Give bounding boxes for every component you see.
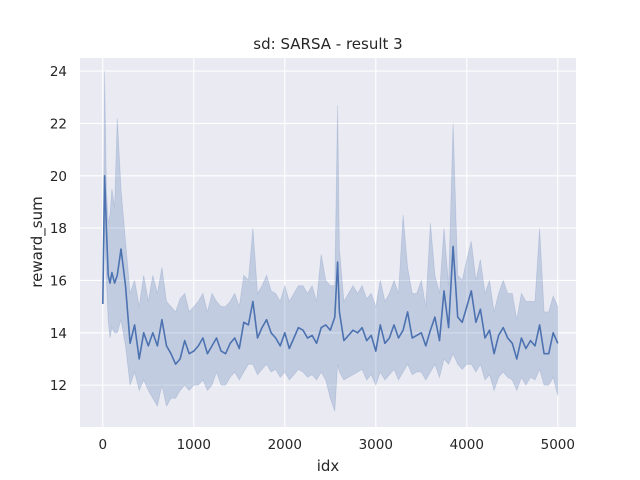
x-tick-label: 1000 <box>177 437 211 453</box>
series-band <box>102 71 559 412</box>
y-tick-label: 20 <box>50 169 67 185</box>
y-tick-label: 24 <box>50 64 67 80</box>
x-tick-labels: 0 1000 2000 3000 4000 5000 <box>98 437 575 453</box>
y-tick-label: 18 <box>50 221 67 237</box>
x-tick-label: 2000 <box>268 437 302 453</box>
chart-title: sd: SARSA - result 3 <box>253 35 402 53</box>
y-tick-label: 14 <box>50 326 67 342</box>
y-tick-label: 12 <box>50 378 67 394</box>
y-axis-label: reward_sum <box>28 196 47 287</box>
series-line <box>102 175 559 365</box>
x-tick-label: 3000 <box>359 437 393 453</box>
mean-line-layer <box>102 175 559 365</box>
y-tick-labels: 12 14 16 18 20 22 24 <box>50 64 67 394</box>
grid <box>80 58 576 427</box>
plot-area <box>80 58 576 427</box>
x-tick-label: 0 <box>98 437 107 453</box>
confidence-band-layer <box>102 71 559 412</box>
x-tick-label: 5000 <box>541 437 575 453</box>
x-axis-label: idx <box>317 457 340 475</box>
y-tick-label: 16 <box>50 273 67 289</box>
y-tick-label: 22 <box>50 116 67 132</box>
x-tick-label: 4000 <box>450 437 484 453</box>
